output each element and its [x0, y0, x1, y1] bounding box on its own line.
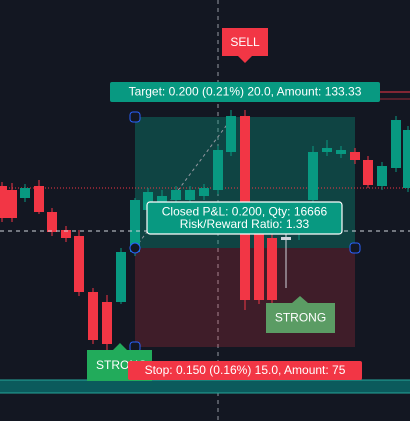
sell-text: SELL — [230, 35, 260, 49]
candle-body — [336, 150, 346, 154]
candle-body — [199, 188, 209, 196]
candle-body — [143, 192, 153, 210]
candle-body — [171, 190, 181, 200]
target-box — [110, 82, 380, 102]
handles — [129, 111, 361, 353]
candle-body — [47, 212, 57, 232]
candle-body — [308, 152, 318, 200]
candle-body — [74, 236, 84, 292]
stop-text: Stop: 0.150 (0.16%) 15.0, Amount: 75 — [145, 363, 346, 377]
candle-body — [116, 252, 126, 302]
sell-badge — [222, 28, 268, 63]
bottom-band — [0, 380, 410, 393]
candle-body — [403, 130, 410, 188]
pnl-line1: Closed P&L: 0.200, Qty: 16666 — [162, 205, 328, 219]
target-text: Target: 0.200 (0.21%) 20.0, Amount: 133.… — [129, 85, 362, 99]
candle-body — [130, 200, 140, 252]
handle[interactable] — [129, 242, 141, 254]
strong-badge — [266, 296, 335, 333]
candle-body — [185, 190, 195, 200]
candle-body — [267, 238, 277, 300]
candle-body — [213, 150, 223, 190]
candle-body — [254, 232, 264, 300]
candle-body — [20, 188, 30, 198]
candle-body — [157, 196, 167, 204]
candle-body — [88, 292, 98, 340]
candle-body — [363, 160, 373, 185]
candle-body — [34, 186, 44, 212]
strong-text: STRONG — [275, 311, 326, 325]
handle[interactable] — [349, 242, 361, 254]
candle-body — [226, 116, 236, 152]
stop-box — [128, 361, 362, 380]
candle-body — [391, 120, 401, 168]
candle-body — [377, 166, 387, 186]
candle-body — [102, 302, 112, 344]
pnl-box — [146, 201, 343, 235]
pnl-line2: Risk/Reward Ratio: 1.33 — [180, 217, 310, 231]
candle-body — [7, 190, 17, 218]
candle-body — [350, 152, 360, 160]
candle-body — [281, 237, 291, 240]
candle-body — [322, 148, 332, 152]
candle-body — [61, 230, 71, 238]
candle-body — [0, 186, 7, 218]
handle[interactable] — [129, 111, 141, 123]
